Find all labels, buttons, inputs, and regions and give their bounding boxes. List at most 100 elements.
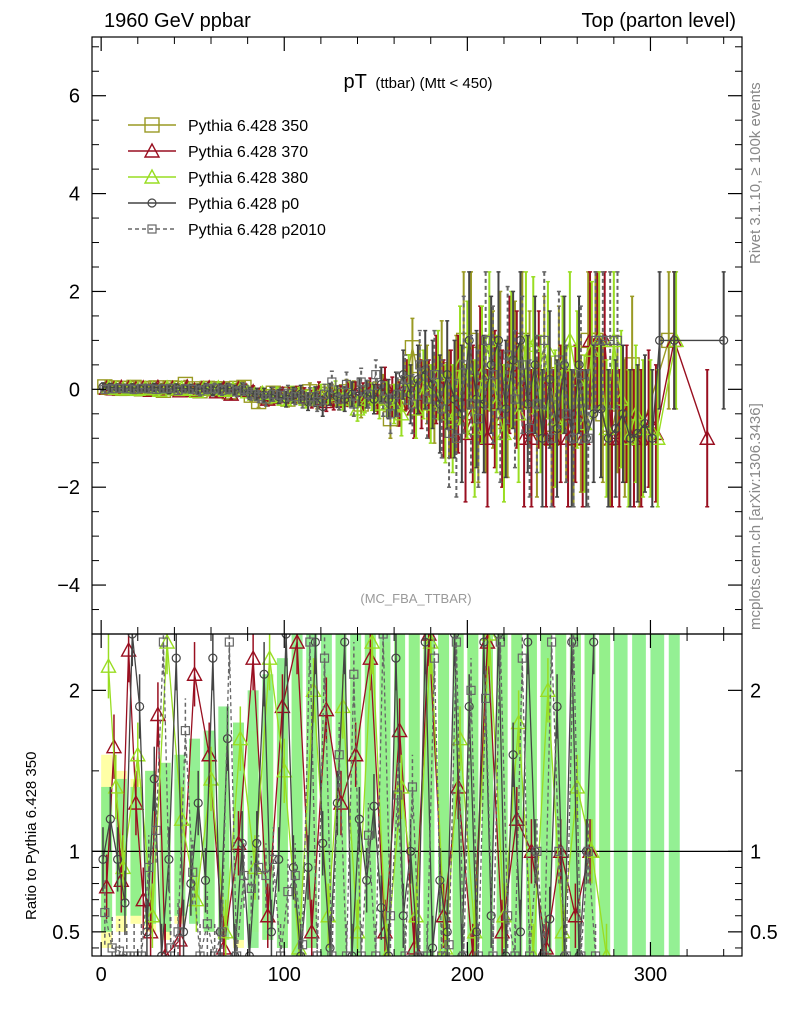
data-point-p2010	[114, 383, 125, 393]
legend: Pythia 6.428 350 Pythia 6.428 370 Pythia 6…	[128, 117, 326, 239]
ratio-point-p0	[208, 653, 218, 663]
xtick-label: 100	[268, 964, 301, 986]
ratio-point-p370	[244, 649, 262, 665]
data-point-p0	[493, 335, 504, 345]
ratio-data-layer	[92, 634, 742, 956]
data-point-p380	[627, 405, 644, 421]
ratio-point-p2010	[305, 637, 315, 647]
data-point-p2010	[158, 384, 169, 394]
ratio-point-p370	[508, 810, 525, 826]
ratio-point-p2010	[356, 951, 366, 956]
data-point-p2010	[437, 404, 447, 414]
data-point-p2010	[312, 396, 322, 407]
data-point-p370	[699, 429, 716, 445]
ratio-point-p2010	[261, 870, 271, 881]
data-point-p2010	[612, 335, 623, 345]
ratio-point-p0	[252, 838, 262, 848]
data-point-p0	[537, 433, 548, 443]
data-point-p2010	[503, 350, 513, 360]
data-point-p0	[398, 370, 408, 380]
band-green-bin	[320, 634, 332, 956]
data-point-p0	[340, 394, 350, 404]
data-point-p2010	[561, 409, 571, 419]
data-point-p380	[510, 405, 527, 421]
data-point-p0	[625, 433, 635, 443]
ratio-point-p2010	[224, 637, 234, 647]
ratio-ytick-label-right: 2	[750, 680, 761, 702]
ratio-line-p0	[102, 634, 595, 956]
data-point-p2010	[568, 433, 579, 443]
data-point-p2010	[261, 394, 271, 404]
data-point-p0	[515, 335, 526, 345]
ratio-series-p2010	[100, 634, 601, 956]
ratio-point-p0	[127, 634, 137, 639]
data-point-p0	[98, 382, 108, 392]
ratio-point-p2010	[151, 825, 161, 836]
ratio-point-p0	[384, 951, 394, 956]
data-point-p2010	[378, 394, 388, 404]
data-point-p2010	[473, 414, 483, 424]
ratio-point-p0	[589, 637, 599, 647]
band-green-bin	[174, 754, 186, 916]
ratio-point-p0	[244, 951, 255, 956]
ratio-point-p2010	[415, 951, 425, 956]
ratio-point-p2010	[210, 951, 220, 956]
data-point-p0	[647, 433, 657, 443]
data-point-p2010	[590, 335, 601, 345]
ratio-point-p370	[149, 706, 167, 722]
ratio-point-p380	[144, 907, 161, 923]
band-green-bin	[276, 658, 288, 948]
ratio-point-p0	[281, 634, 291, 639]
ratio-point-p0	[310, 637, 320, 647]
data-point-p0	[655, 335, 665, 345]
ratio-point-p2010	[188, 867, 198, 877]
ratio-point-p2010	[539, 951, 549, 956]
ratio-point-p0	[552, 701, 562, 712]
ratio-point-p2010	[254, 862, 264, 873]
data-point-p2010	[400, 374, 410, 385]
ratio-point-p380	[276, 762, 293, 778]
ratio-point-p0	[135, 701, 145, 712]
data-point-p380	[481, 331, 498, 348]
data-point-p2010	[107, 384, 117, 394]
data-point-p2010	[202, 384, 212, 394]
ratio-point-p2010	[297, 940, 308, 950]
main-ytick-label: 2	[69, 281, 80, 303]
ratio-point-p2010	[407, 782, 418, 792]
ratio-point-p370	[362, 649, 379, 665]
ratio-point-p0	[464, 701, 474, 712]
ratio-point-p2010	[341, 951, 352, 956]
data-point-p0	[603, 433, 613, 443]
ratio-point-p2010	[202, 919, 212, 929]
xtick-label: 200	[451, 964, 484, 986]
data-point-p2010	[363, 389, 374, 399]
data-point-p2010	[546, 433, 557, 443]
data-point-p2010	[349, 399, 359, 409]
ratio-point-p0	[340, 637, 350, 647]
main-ytick-label: −4	[57, 575, 80, 597]
ratio-point-p0	[98, 854, 108, 865]
ratio-point-p2010	[180, 725, 190, 736]
data-point-p2010	[290, 392, 300, 402]
data-point-p0	[559, 360, 569, 370]
data-point-p0	[318, 401, 328, 412]
ratio-point-p2010	[217, 927, 227, 937]
ratio-point-p2010	[437, 951, 447, 956]
ratio-point-p2010	[554, 846, 564, 856]
ratio-point-p2010	[371, 951, 381, 956]
data-point-p0	[105, 382, 115, 392]
ratio-point-p0	[259, 669, 269, 679]
ratio-ytick-label-right: 0.5	[750, 922, 778, 944]
data-point-p0	[369, 394, 379, 404]
data-point-p2010	[598, 335, 608, 345]
ratio-point-p2010	[517, 653, 527, 663]
data-point-p0	[442, 370, 452, 380]
data-point-p2010	[481, 335, 491, 345]
ratio-point-p2010	[246, 883, 256, 893]
data-point-p0	[486, 360, 496, 370]
main-data-layer	[97, 271, 729, 508]
ratio-point-p2010	[290, 870, 300, 881]
data-point-p2010	[583, 433, 593, 443]
ratio-point-p2010	[385, 911, 396, 921]
ratio-point-p380	[510, 714, 527, 730]
